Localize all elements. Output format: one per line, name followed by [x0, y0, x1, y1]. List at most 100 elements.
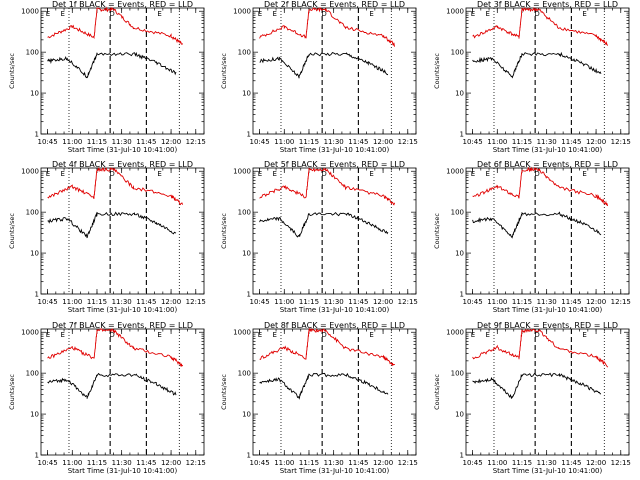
- x-axis-label: Start Time (31-Jul-10 10:41:00): [68, 146, 178, 154]
- chart-title: Det 9f BLACK = Events, RED = LLD: [477, 321, 618, 330]
- x-tick-label: 10:45: [462, 138, 482, 146]
- lld-rate-line: [47, 167, 184, 206]
- time-marker-label: E: [471, 10, 475, 18]
- chart-panel-8: Det 8f BLACK = Events, RED = LLD 1 10 100 10…: [220, 321, 418, 475]
- x-axis-label: Start Time (31-Jul-10 10:41:00): [68, 306, 178, 314]
- x-tick-label: 12:00: [161, 298, 181, 306]
- x-tick-label: 11:30: [537, 298, 557, 306]
- chart-panel-1: Det 1f BLACK = Events, RED = LLD 1 10 100 10…: [8, 0, 206, 154]
- lld-rate-line: [472, 166, 609, 207]
- time-marker-label: D: [109, 331, 114, 339]
- y-tick-label: 1000: [21, 8, 39, 16]
- x-tick-label: 11:00: [62, 138, 82, 146]
- x-axis-label: Start Time (31-Jul-10 10:41:00): [493, 467, 603, 475]
- x-tick-label: 10:45: [37, 459, 57, 467]
- x-tick-label: 11:00: [487, 459, 507, 467]
- y-tick-label: 10: [30, 90, 39, 98]
- x-tick-label: 10:45: [249, 459, 269, 467]
- time-marker-label: E: [582, 10, 586, 18]
- x-tick-label: 11:15: [512, 298, 532, 306]
- y-axis-label: Counts/sec: [8, 374, 16, 410]
- time-marker-label: E: [486, 331, 490, 339]
- x-tick-label: 11:30: [112, 298, 132, 306]
- events-rate-line: [259, 52, 389, 79]
- x-tick-label: 11:30: [324, 298, 344, 306]
- time-marker-label: D: [321, 10, 326, 18]
- x-tick-label: 10:45: [249, 138, 269, 146]
- time-marker-label: E: [157, 170, 161, 178]
- time-marker-label: E: [273, 10, 277, 18]
- events-rate-line: [259, 372, 389, 400]
- x-tick-label: 11:45: [348, 459, 368, 467]
- events-rate-line: [472, 372, 602, 400]
- x-tick-label: 12:00: [586, 298, 606, 306]
- time-marker-label: D: [534, 331, 539, 339]
- plot-frame: [40, 328, 205, 456]
- time-marker-label: D: [534, 170, 539, 178]
- chart-title: Det 3f BLACK = Events, RED = LLD: [477, 0, 618, 9]
- time-marker-label: E: [486, 10, 490, 18]
- chart-title: Det 8f BLACK = Events, RED = LLD: [264, 321, 405, 330]
- y-axis-label: Counts/sec: [433, 374, 441, 410]
- y-tick-label: 1: [460, 291, 464, 299]
- x-tick-label: 11:00: [274, 138, 294, 146]
- y-tick-label: 100: [238, 370, 251, 378]
- x-tick-label: 11:00: [487, 138, 507, 146]
- y-tick-label: 10: [455, 411, 464, 419]
- x-tick-label: 11:45: [561, 138, 581, 146]
- time-marker-label: E: [61, 10, 65, 18]
- y-tick-label: 1000: [233, 8, 251, 16]
- y-tick-label: 10: [242, 90, 251, 98]
- time-marker-label: E: [46, 10, 50, 18]
- lld-rate-line: [259, 327, 396, 367]
- chart-title: Det 2f BLACK = Events, RED = LLD: [264, 0, 405, 9]
- plot-frame: [252, 167, 417, 295]
- x-axis-label: Start Time (31-Jul-10 10:41:00): [280, 306, 390, 314]
- time-marker-label: E: [471, 331, 475, 339]
- chart-panel-5: Det 5f BLACK = Events, RED = LLD 1 10 100 10…: [220, 160, 418, 314]
- x-tick-label: 11:15: [87, 298, 107, 306]
- x-tick-label: 11:15: [299, 298, 319, 306]
- x-tick-label: 11:15: [299, 459, 319, 467]
- x-tick-label: 10:45: [249, 298, 269, 306]
- chart-title: Det 6f BLACK = Events, RED = LLD: [477, 160, 618, 169]
- time-marker-label: E: [369, 331, 373, 339]
- y-tick-label: 100: [451, 209, 464, 217]
- x-tick-label: 12:00: [161, 459, 181, 467]
- time-marker-label: D: [534, 10, 539, 18]
- time-marker-label: E: [61, 331, 65, 339]
- y-tick-label: 1: [247, 452, 251, 460]
- y-tick-label: 10: [455, 250, 464, 258]
- x-tick-label: 12:15: [611, 298, 631, 306]
- y-tick-label: 100: [451, 370, 464, 378]
- time-marker-label: E: [582, 331, 586, 339]
- y-tick-label: 10: [242, 411, 251, 419]
- events-rate-line: [47, 211, 177, 239]
- x-tick-label: 11:15: [87, 138, 107, 146]
- chart-panel-9: Det 9f BLACK = Events, RED = LLD 1 10 100 10…: [433, 321, 631, 475]
- y-axis-label: Counts/sec: [220, 213, 228, 249]
- lld-rate-line: [259, 7, 395, 47]
- time-marker-label: E: [582, 170, 586, 178]
- x-tick-label: 11:00: [274, 298, 294, 306]
- y-axis-label: Counts/sec: [8, 213, 16, 249]
- y-tick-label: 100: [26, 49, 39, 57]
- events-rate-line: [259, 211, 389, 238]
- events-rate-line: [47, 372, 177, 399]
- y-tick-label: 1000: [233, 168, 251, 176]
- x-tick-label: 11:45: [136, 459, 156, 467]
- x-tick-label: 11:30: [324, 459, 344, 467]
- y-tick-label: 10: [30, 411, 39, 419]
- x-tick-label: 12:15: [186, 459, 206, 467]
- time-marker-label: D: [109, 170, 114, 178]
- x-tick-label: 11:45: [348, 298, 368, 306]
- lld-rate-line: [47, 6, 183, 45]
- time-marker-label: E: [157, 331, 161, 339]
- time-marker-label: E: [471, 170, 475, 178]
- x-tick-label: 11:00: [274, 459, 294, 467]
- y-tick-label: 100: [26, 370, 39, 378]
- y-tick-label: 100: [238, 49, 251, 57]
- y-tick-label: 10: [455, 90, 464, 98]
- y-tick-label: 1: [247, 131, 251, 139]
- x-tick-label: 11:45: [136, 298, 156, 306]
